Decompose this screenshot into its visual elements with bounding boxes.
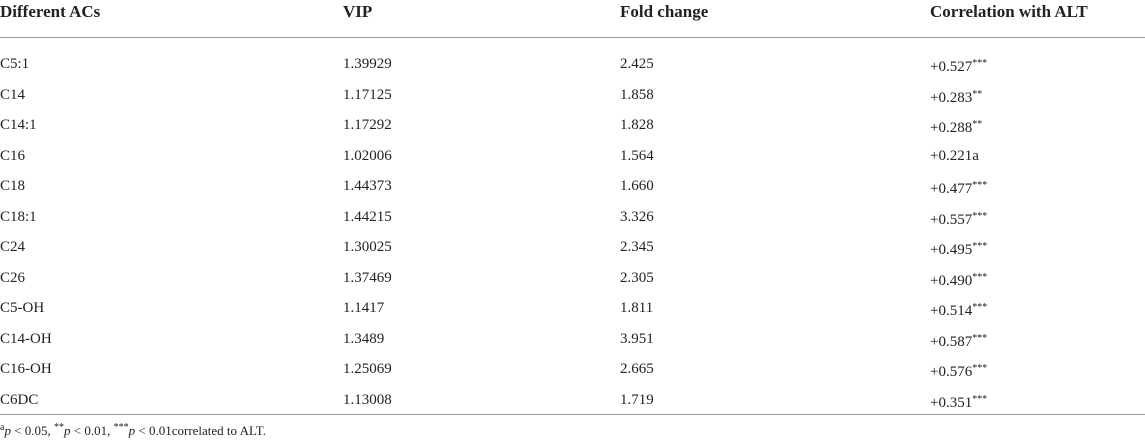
- cell: 1.44373: [343, 178, 392, 194]
- cell: +0.495: [930, 242, 973, 258]
- significance: ***: [972, 302, 988, 313]
- significance: ***: [972, 332, 988, 344]
- cell: C24: [0, 239, 26, 255]
- footnote-mark: **: [54, 422, 65, 433]
- cell-wrap: +0.288**: [930, 115, 982, 138]
- footnote-text: < 0.01correlated to ALT.: [135, 423, 266, 438]
- significance: ***: [972, 58, 988, 69]
- cell: +0.288: [930, 120, 973, 136]
- cell: 1.17292: [343, 117, 392, 133]
- footnote: ap < 0.05, **p < 0.01, ***p < 0.01correl…: [0, 422, 266, 439]
- cell: 1.13008: [343, 391, 392, 408]
- significance: ***: [972, 210, 988, 222]
- cell: C26: [0, 269, 26, 286]
- cell: +0.587: [930, 333, 973, 350]
- cell-wrap: +0.527***: [930, 54, 987, 77]
- significance: ***: [972, 363, 988, 374]
- footnote-text: < 0.05,: [10, 423, 55, 438]
- cell: +0.527: [930, 59, 973, 75]
- cell: 1.17125: [343, 86, 392, 103]
- cell: 3.951: [620, 330, 654, 347]
- cell-wrap: +0.351***: [930, 390, 987, 413]
- cell-wrap: +0.490***: [930, 268, 987, 291]
- cell-wrap: +0.587***: [930, 329, 987, 352]
- cell-wrap: +0.557***: [930, 207, 987, 230]
- cell: C14:1: [0, 117, 37, 133]
- cell: 1.564: [620, 147, 654, 164]
- cell: 1.858: [620, 86, 654, 103]
- cell: 3.326: [620, 208, 654, 225]
- cell: +0.557: [930, 211, 973, 228]
- cell: 2.425: [620, 56, 654, 72]
- footnote-text: p: [128, 423, 136, 438]
- footnote-text: p: [4, 423, 11, 438]
- cell: 2.345: [620, 239, 654, 255]
- cell: +0.576: [930, 364, 973, 380]
- significance: **: [972, 119, 983, 130]
- cell: C16: [0, 147, 26, 164]
- cell: C14-OH: [0, 330, 52, 347]
- cell: 1.39929: [343, 56, 392, 72]
- cell: C18:1: [0, 208, 37, 225]
- cell: +0.221a: [930, 147, 979, 164]
- header-cell: VIP: [343, 2, 373, 21]
- cell: +0.283: [930, 89, 973, 106]
- cell: C6DC: [0, 391, 39, 408]
- cell: 1.37469: [343, 269, 392, 286]
- bottom-rule: [0, 414, 1145, 415]
- cell: 1.811: [620, 300, 654, 316]
- cell: C5:1: [0, 56, 30, 72]
- significance: ***: [972, 180, 988, 191]
- significance: ***: [972, 241, 988, 252]
- significance: **: [972, 88, 983, 100]
- footnote-text: p: [64, 423, 71, 438]
- cell-wrap: +0.514***: [930, 298, 987, 321]
- cell: C14: [0, 86, 26, 103]
- cell: 2.305: [620, 269, 654, 286]
- cell: C18: [0, 178, 26, 194]
- footnote-mark: ***: [113, 422, 129, 433]
- cell: 1.660: [620, 178, 654, 194]
- cell: 1.3489: [343, 330, 385, 347]
- header-cell: Fold change: [620, 2, 709, 21]
- significance: ***: [972, 393, 988, 405]
- cell: 1.719: [620, 391, 654, 408]
- cell: +0.351: [930, 394, 973, 411]
- cell-wrap: +0.576***: [930, 359, 987, 382]
- footnote-text: < 0.01,: [70, 423, 114, 438]
- cell-wrap: +0.283**: [930, 85, 982, 108]
- header-cell: Correlation with ALT: [930, 2, 1088, 21]
- cell: +0.514: [930, 303, 973, 319]
- cell: 1.44215: [343, 208, 392, 225]
- header-cell: Different ACs: [0, 2, 101, 21]
- cell-wrap: +0.221a: [930, 146, 979, 166]
- cell: C5-OH: [0, 300, 45, 316]
- footnote-mark: a: [0, 422, 5, 433]
- cell: 2.665: [620, 361, 654, 377]
- significance: ***: [972, 271, 988, 283]
- cell: 1.25069: [343, 361, 392, 377]
- cell: 1.1417: [343, 300, 385, 316]
- cell: 1.30025: [343, 239, 392, 255]
- cell: 1.828: [620, 117, 654, 133]
- cell: +0.490: [930, 272, 973, 289]
- cell-wrap: +0.477***: [930, 176, 987, 199]
- header-rule: [0, 37, 1145, 38]
- cell: +0.477: [930, 181, 973, 197]
- cell: C16-OH: [0, 361, 52, 377]
- cell: 1.02006: [343, 147, 392, 164]
- cell-wrap: +0.495***: [930, 237, 987, 260]
